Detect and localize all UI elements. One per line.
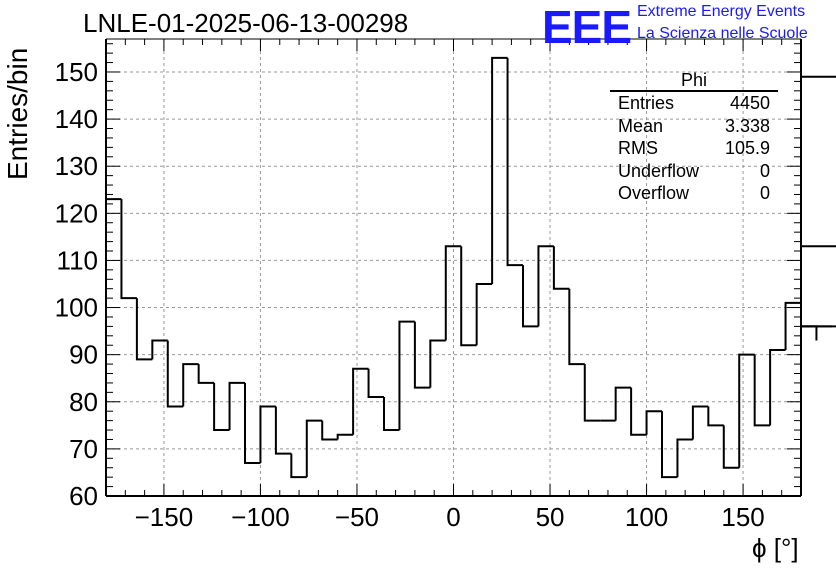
y-tick-label: 150 [55, 57, 98, 87]
histogram-bin [383, 397, 400, 432]
histogram-bin [769, 348, 786, 426]
histogram-bin [707, 406, 724, 427]
x-tick-label: 150 [721, 502, 764, 532]
axis-ticks [106, 39, 801, 497]
histogram-bin [259, 405, 276, 464]
histogram-bin [614, 386, 632, 421]
histogram-bin [630, 387, 647, 436]
x-tick-label: 0 [446, 502, 460, 532]
x-tick-label: −50 [335, 502, 379, 532]
histogram-bin [753, 354, 771, 427]
logo-subtitle-line1: Extreme Energy Events [637, 3, 806, 20]
stats-label: RMS [618, 138, 658, 158]
histogram-bin [135, 298, 153, 361]
stats-value: 105.9 [724, 138, 770, 158]
histogram-bin [182, 363, 199, 407]
stats-label: Mean [618, 115, 664, 136]
y-tick-label: 130 [55, 151, 98, 181]
histogram-bin [801, 245, 836, 248]
histogram-bin [568, 288, 585, 366]
histogram-bin [367, 368, 384, 399]
y-tick-label: 90 [69, 340, 98, 370]
stats-row-entries: Entries 4450 [610, 92, 778, 115]
y-tick-label: 70 [69, 434, 98, 464]
histogram-bin [166, 340, 184, 408]
y-tick-label: 110 [57, 245, 98, 275]
histogram-bin [491, 56, 508, 284]
stats-value: 0 [759, 183, 770, 203]
stats-row-overflow: Overflow 0 [610, 182, 778, 205]
logo-subtitle-line2: La Scienza nelle Scuole [637, 25, 808, 42]
stats-label: Underflow [618, 160, 700, 181]
histogram-bin [413, 321, 431, 389]
histogram-bin [522, 265, 539, 328]
stats-row-mean: Mean 3.338 [610, 115, 778, 138]
y-tick-label: 120 [55, 198, 98, 228]
histogram-bin [552, 246, 570, 290]
histogram-bin [352, 367, 369, 435]
histogram-bin [398, 320, 415, 431]
histogram-bin [583, 364, 601, 422]
histogram-bin [537, 245, 554, 327]
stats-box: Phi Entries 4450 Mean 3.338 RMS 105.9 Un… [610, 70, 778, 205]
histogram-bin [691, 405, 709, 440]
histogram-bin [336, 433, 354, 440]
stats-value: 0 [759, 160, 770, 181]
histogram-bin [105, 198, 122, 496]
eee-logo: EEE [542, 1, 632, 53]
histogram-bin [738, 353, 755, 468]
y-axis-label: Entries/bin [2, 47, 33, 180]
stats-title: Phi [610, 70, 778, 92]
stats-label: Entries [618, 93, 675, 113]
histogram-bin [228, 381, 245, 431]
histogram-bin [475, 282, 493, 346]
histogram-bin [321, 420, 338, 441]
histogram-bin [290, 453, 307, 479]
histogram-bin [800, 75, 836, 496]
histogram-bin [444, 245, 462, 341]
histogram-bin [676, 438, 693, 478]
histogram-bin [120, 199, 137, 300]
histogram-bin [197, 364, 215, 384]
x-tick-label: −150 [135, 502, 194, 532]
histogram-bin [305, 419, 323, 478]
x-tick-label: −100 [231, 502, 290, 532]
histogram-bin [274, 406, 292, 455]
histogram-bin [151, 339, 168, 360]
histogram-bin [784, 301, 801, 350]
stats-value: 3.338 [724, 115, 770, 136]
stats-label: Overflow [618, 183, 690, 203]
axis-tick-labels: −150 −100 −50 0 50 100 150 60 70 80 90 100 110 120 130… [55, 57, 765, 532]
y-tick-label: 80 [69, 387, 98, 417]
x-tick-label: 50 [536, 502, 565, 532]
histogram-bin [244, 382, 261, 465]
histogram-bin [801, 325, 818, 341]
y-tick-label: 60 [69, 481, 98, 511]
histogram-bin [722, 425, 740, 469]
y-tick-label: 140 [55, 104, 98, 134]
histogram-bin [645, 410, 662, 435]
stats-row-rms: RMS 105.9 [610, 137, 778, 160]
x-axis-label: ϕ [°] [752, 533, 799, 563]
histogram-bin [429, 339, 446, 388]
histogram-bin [460, 246, 477, 347]
x-tick-label: 100 [625, 502, 668, 532]
stats-value: 4450 [729, 93, 770, 113]
y-tick-label: 100 [55, 293, 98, 323]
stats-row-underflow: Underflow 0 [610, 160, 778, 183]
histogram-bin [213, 382, 230, 432]
chart-title: LNLE-01-2025-06-13-00298 [83, 8, 409, 38]
histogram-bin [661, 411, 678, 479]
histogram-bin [506, 57, 523, 267]
